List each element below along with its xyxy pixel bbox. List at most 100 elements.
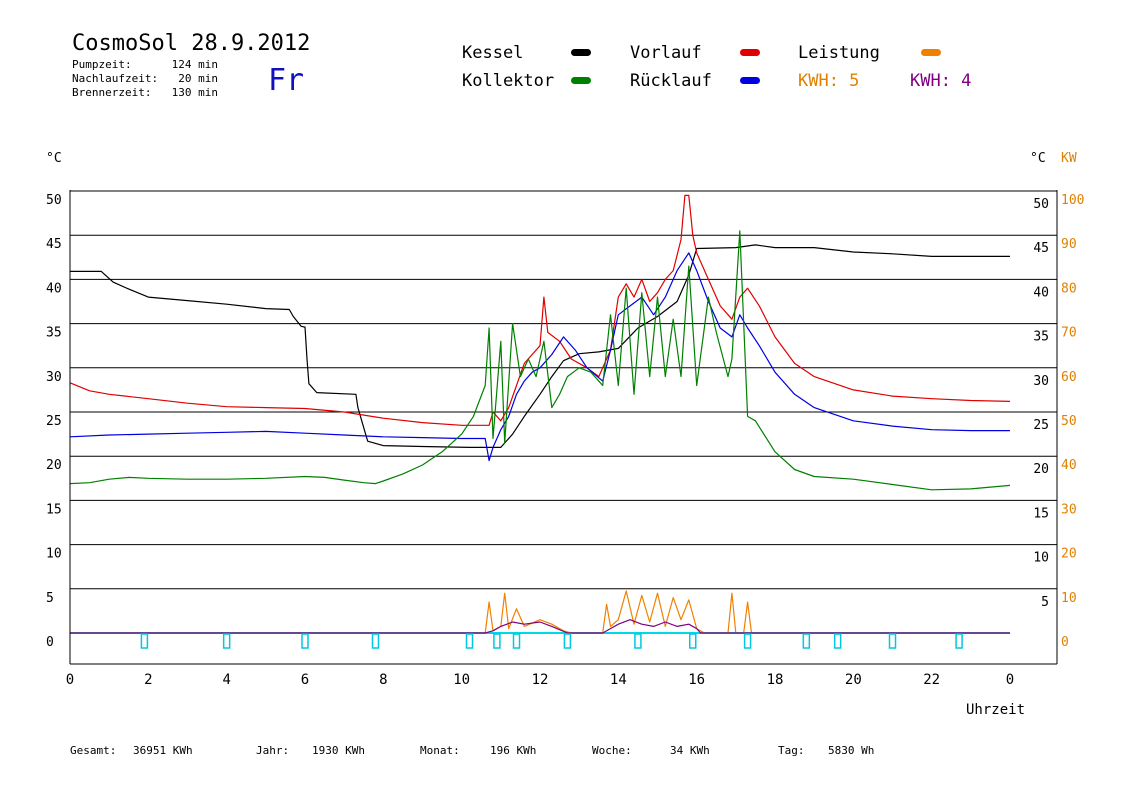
footer-tag-label: Tag:	[778, 744, 805, 757]
x-tick-0: 0	[66, 672, 74, 688]
legend-vorlauf-swatch	[740, 49, 760, 56]
y-tick-right-15: 15	[1033, 506, 1049, 521]
pump-marker-14	[955, 633, 963, 649]
pump-marker-9	[689, 633, 697, 649]
footer-woche-value: 34 KWh	[670, 744, 710, 757]
pump-marker-10	[743, 633, 752, 649]
y-axis-unit-left: °C	[46, 151, 62, 166]
y2-tick-40: 40	[1061, 458, 1077, 473]
pump-marker-13	[888, 633, 897, 649]
pump-marker-3	[371, 633, 380, 649]
footer-jahr-label: Jahr:	[256, 744, 289, 757]
series-line-r-cklauf	[69, 252, 1010, 462]
y-axis-unit-right: °C	[1030, 151, 1046, 166]
y-tick-left-40: 40	[46, 281, 62, 296]
series-line-leistung	[70, 590, 1010, 634]
y2-tick-90: 90	[1061, 237, 1077, 252]
pump-marker-0	[140, 633, 149, 649]
x-axis-label: Uhrzeit	[966, 702, 1025, 718]
legend-ruecklauf-swatch	[740, 77, 760, 84]
y-tick-left-5: 5	[46, 591, 54, 606]
x-tick-9: 18	[767, 672, 784, 688]
y2-tick-30: 30	[1061, 502, 1077, 517]
x-tick-5: 10	[453, 672, 470, 688]
x-tick-3: 6	[301, 672, 309, 688]
x-tick-4: 8	[379, 672, 387, 688]
y-tick-right-25: 25	[1033, 418, 1049, 433]
y-tick-right-40: 40	[1033, 285, 1049, 300]
pump-marker-5	[493, 633, 501, 649]
y2-axis-unit: KW	[1061, 151, 1077, 166]
y-tick-right-10: 10	[1033, 551, 1049, 566]
y2-tick-80: 80	[1061, 281, 1077, 296]
tick-labels: 0510152025303540455051015202530354045500…	[46, 193, 1084, 688]
y2-tick-60: 60	[1061, 370, 1077, 385]
legend-kessel-label: Kessel	[462, 43, 523, 63]
y-tick-right-20: 20	[1033, 462, 1049, 477]
legend-kwh-tag: KWH: 4	[910, 71, 971, 91]
footer-gesamt-label: Gesamt:	[70, 744, 116, 757]
y-tick-left-25: 25	[46, 414, 62, 429]
y-tick-right-35: 35	[1033, 330, 1049, 345]
y-tick-left-20: 20	[46, 458, 62, 473]
pump-marker-7	[563, 633, 572, 649]
y2-tick-10: 10	[1061, 591, 1077, 606]
chart-title: CosmoSol 28.9.2012	[72, 31, 310, 56]
legend-kwh-leistung: KWH: 5	[798, 71, 859, 91]
x-tick-10: 20	[845, 672, 862, 688]
y2-tick-50: 50	[1061, 414, 1077, 429]
y-tick-right-5: 5	[1041, 595, 1049, 610]
footer-jahr-value: 1930 KWh	[312, 744, 365, 757]
footer-monat-value: 196 KWh	[490, 744, 536, 757]
weekday-label: Fr	[268, 63, 304, 98]
pump-markers	[140, 633, 963, 649]
y-tick-right-30: 30	[1033, 374, 1049, 389]
pump-marker-1	[222, 633, 231, 649]
series-line-kessel	[70, 244, 1010, 448]
x-tick-6: 12	[532, 672, 549, 688]
y2-tick-20: 20	[1061, 547, 1077, 562]
pump-marker-4	[465, 633, 474, 649]
series-line-kwh-tag	[70, 619, 1010, 634]
y2-tick-0: 0	[1061, 635, 1069, 650]
stat-brennerzeit-value: 130 min	[172, 86, 218, 99]
legend-ruecklauf-label: Rücklauf	[630, 71, 712, 91]
series-group	[69, 194, 1011, 634]
x-tick-8: 16	[688, 672, 705, 688]
stat-brennerzeit-label: Brennerzeit:	[72, 86, 151, 99]
legend-leistung-label: Leistung	[798, 43, 880, 63]
y-tick-left-35: 35	[46, 326, 62, 341]
legend-leistung-swatch	[921, 49, 941, 56]
y-tick-left-50: 50	[46, 193, 62, 208]
legend-kollektor-swatch	[571, 77, 591, 84]
y-tick-right-50: 50	[1033, 197, 1049, 212]
series-line-kollektor	[69, 230, 1011, 491]
footer-woche-label: Woche:	[592, 744, 632, 757]
x-tick-12: 0	[1006, 672, 1014, 688]
x-tick-2: 4	[222, 672, 230, 688]
pump-marker-12	[833, 633, 842, 649]
pump-marker-11	[802, 633, 811, 649]
pump-marker-8	[634, 633, 642, 649]
grid	[70, 190, 1057, 634]
stat-pumpzeit-value: 124 min	[172, 58, 218, 71]
footer-monat-label: Monat:	[420, 744, 460, 757]
y-tick-left-15: 15	[46, 502, 62, 517]
legend-vorlauf-label: Vorlauf	[630, 43, 702, 63]
y2-tick-100: 100	[1061, 193, 1084, 208]
footer-gesamt-value: 36951 KWh	[133, 744, 193, 757]
x-tick-1: 2	[144, 672, 152, 688]
pump-marker-6	[512, 633, 521, 649]
legend-kollektor-label: Kollektor	[462, 71, 554, 91]
y-tick-left-30: 30	[46, 370, 62, 385]
stat-nachlaufzeit-label: Nachlaufzeit:	[72, 72, 158, 85]
x-tick-11: 22	[923, 672, 940, 688]
legend-kessel-swatch	[571, 49, 591, 56]
footer-tag-value: 5830 Wh	[828, 744, 874, 757]
series-line-vorlauf	[69, 194, 1011, 426]
stat-pumpzeit-label: Pumpzeit:	[72, 58, 132, 71]
y2-tick-70: 70	[1061, 326, 1077, 341]
y-tick-left-0: 0	[46, 635, 54, 650]
y-tick-left-45: 45	[46, 237, 62, 252]
